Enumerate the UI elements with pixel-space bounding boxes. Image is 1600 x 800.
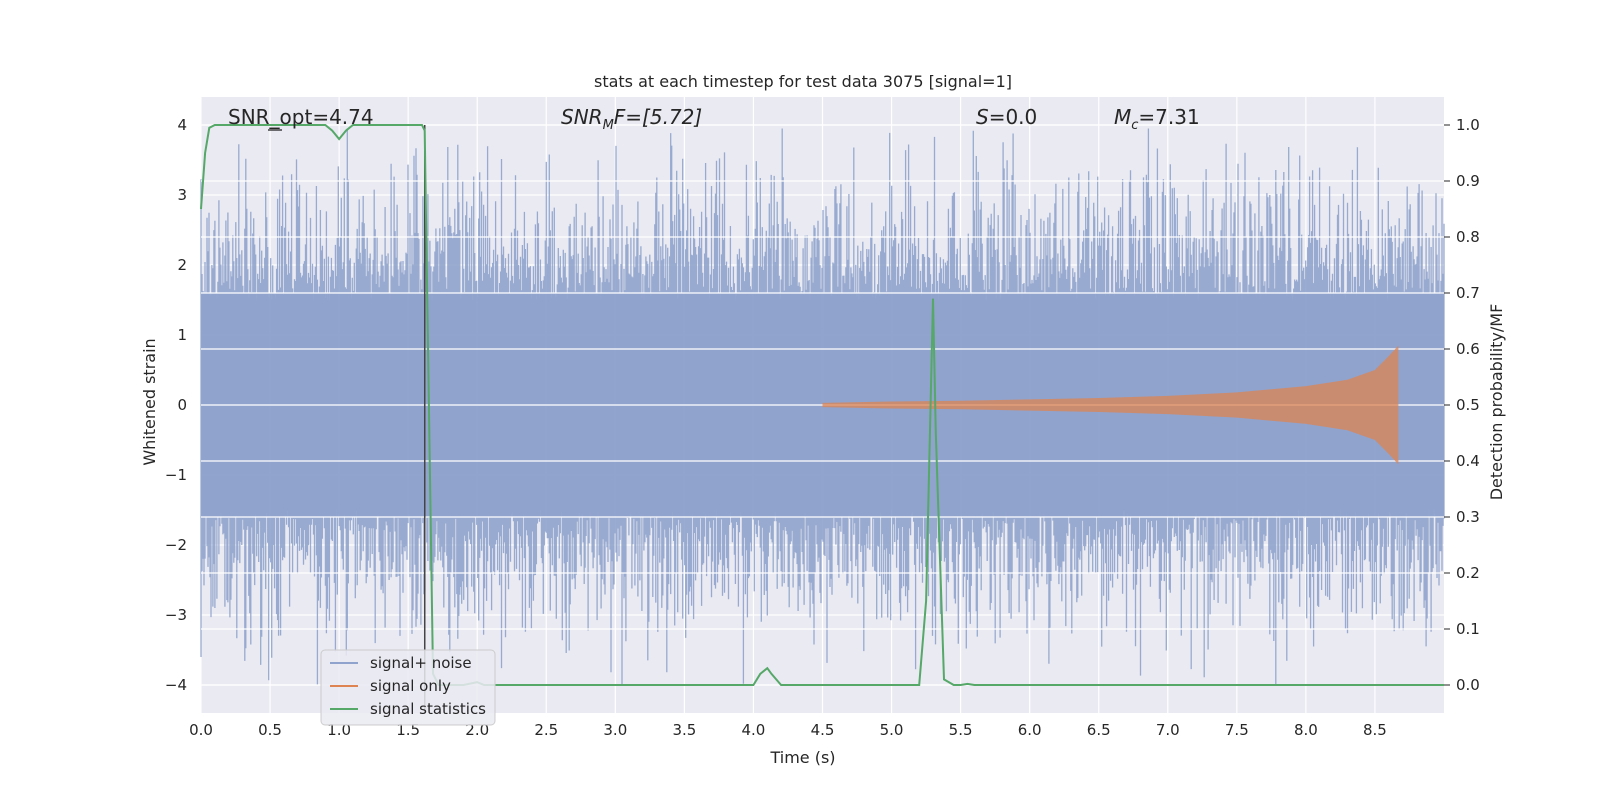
y-tick-label: 2 — [177, 256, 187, 274]
legend-box — [320, 649, 496, 726]
legend-label-signal-statistics: signal statistics — [370, 700, 486, 718]
annotation-mc-main: M — [1114, 105, 1131, 129]
x-tick-label: 7.5 — [1225, 721, 1249, 739]
y2-axis-label: Detection probability/MF — [1487, 304, 1506, 501]
x-tick-label: 6.5 — [1087, 721, 1111, 739]
x-tick-label: 4.0 — [742, 721, 766, 739]
y2-tick-label: 0.4 — [1456, 452, 1480, 470]
x-tick-label: 0.5 — [258, 721, 282, 739]
x-tick-label: 0.0 — [189, 721, 213, 739]
y-tick-label: 4 — [177, 116, 187, 134]
vertical-marker-layer — [268, 125, 426, 713]
x-tick-label: 5.0 — [880, 721, 904, 739]
x-tick-label: 7.0 — [1156, 721, 1180, 739]
annotation-snr-opt: SNR_opt=4.74 — [228, 105, 374, 129]
x-tick-labels: 0.0 0.5 1.0 1.5 2.0 2.5 3.0 3.5 4.0 4.5 5.0 5.5 6.0 6… — [189, 721, 1387, 739]
annotation-snr-mf: SNRMF=[5.72] — [561, 105, 702, 133]
x-tick-label: 3.0 — [603, 721, 627, 739]
annotation-s: S=0.0 — [976, 105, 1037, 129]
legend-label-signal-noise: signal+ noise — [370, 654, 472, 672]
chirp-envelope — [822, 345, 1399, 465]
x-tick-label: 3.5 — [672, 721, 696, 739]
y2-tick-label: 0.6 — [1456, 340, 1480, 358]
y-tick-label: −1 — [165, 466, 187, 484]
x-tick-label: 8.0 — [1294, 721, 1318, 739]
y2-tick-labels: 1.0 0.9 0.8 0.7 0.6 0.5 0.4 0.3 0.2 0.1 0.0 — [1444, 116, 1480, 694]
x-tick-label: 2.5 — [534, 721, 558, 739]
y-tick-label: −4 — [165, 676, 187, 694]
annotation-mc-sub: c — [1131, 118, 1138, 133]
y2-tick-label: 0.8 — [1456, 228, 1480, 246]
y-tick-label: 1 — [177, 326, 187, 344]
annotation-s-main: S — [976, 105, 989, 129]
y2-tick-label: 0.2 — [1456, 564, 1480, 582]
x-tick-label: 5.5 — [949, 721, 973, 739]
annotation-snr-mf-main: SNR — [561, 105, 603, 129]
annotation-snr-mf-sub: M — [603, 118, 614, 133]
y2-tick-label: 1.0 — [1456, 116, 1480, 134]
y2-tick-label: 0.9 — [1456, 172, 1480, 190]
y2-tick-label: 0.3 — [1456, 508, 1480, 526]
y-tick-label: 3 — [177, 186, 187, 204]
x-axis-label: Time (s) — [769, 748, 835, 767]
y2-tick-label: 0.7 — [1456, 284, 1480, 302]
annotation-mc: Mc=7.31 — [1114, 105, 1200, 133]
annotation-mc-rest: =7.31 — [1138, 105, 1199, 129]
legend-label-signal-only: signal only — [370, 677, 451, 695]
chart-title: stats at each timestep for test data 307… — [594, 72, 1012, 91]
annotation-s-rest: =0.0 — [989, 105, 1038, 129]
y-tick-labels: 4 3 2 1 0 −1 −2 −3 −4 — [165, 116, 187, 694]
x-tick-label: 6.0 — [1018, 721, 1042, 739]
x-tick-label: 8.5 — [1363, 721, 1387, 739]
annotation-snr-mf-rest: F=[5.72] — [614, 105, 702, 129]
y-axis-label: Whitened strain — [140, 338, 159, 465]
signal-only-series — [822, 345, 1399, 465]
y-tick-label: −3 — [165, 606, 187, 624]
x-tick-label: 4.5 — [811, 721, 835, 739]
y2-tick-label: 0.5 — [1456, 396, 1480, 414]
y2-tick-label: 0.1 — [1456, 620, 1480, 638]
legend: signal+ noise signal only signal statist… — [320, 649, 496, 726]
y2-tick-label: 0.0 — [1456, 676, 1480, 694]
y-tick-label: 0 — [177, 396, 187, 414]
y-tick-label: −2 — [165, 536, 187, 554]
